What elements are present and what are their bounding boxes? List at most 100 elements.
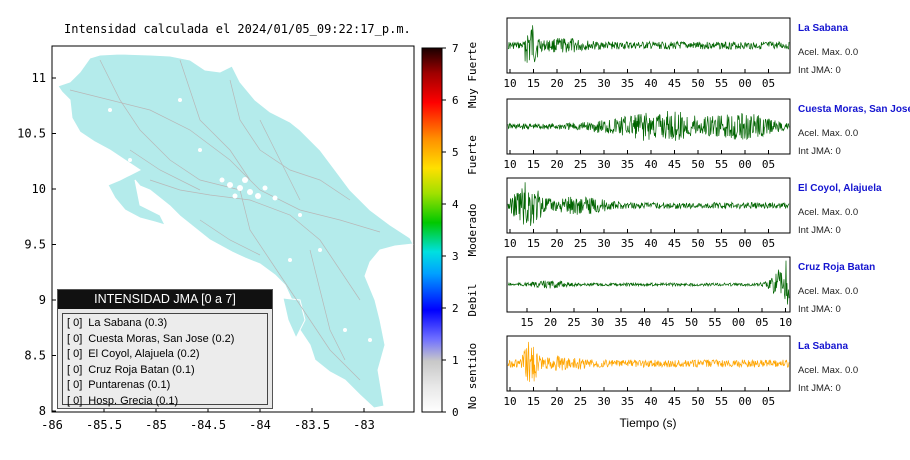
waveform-tick-label: 45	[668, 158, 681, 171]
map-y-tick-label: 9.5	[24, 238, 46, 252]
waveform-trace	[507, 110, 790, 141]
map-y-tick-label: 8.5	[24, 349, 46, 363]
station-jma-intensity: Int JMA: 0	[798, 383, 841, 394]
waveform-tick-label: 50	[691, 395, 704, 408]
waveform-tick-label: 30	[597, 77, 610, 90]
waveform-tick-label: 55	[715, 395, 728, 408]
colorbar-category-label: No sentido	[466, 343, 479, 409]
road-network	[69, 59, 381, 381]
waveform-tick-label: 25	[574, 158, 587, 171]
waveform-tick-label: 50	[685, 316, 698, 329]
station-max-accel: Acel. Max. 0.0	[798, 128, 859, 139]
waveform-tick-label: 45	[668, 395, 681, 408]
colorbar-labels: No sentido Debil Moderado Fuerte Muy Fuerte	[466, 42, 479, 409]
waveform-tick-label: 55	[715, 158, 728, 171]
legend-item-code: [ 0]	[67, 363, 83, 376]
station-name: La Sabana	[798, 23, 849, 34]
legend-item-label: Hosp. Grecia (0.1)	[88, 394, 179, 407]
station-name: Cuesta Moras, San Jose	[798, 104, 910, 115]
map-y-tick-label: 8	[39, 404, 46, 418]
waveform-tick-label: 20	[550, 237, 563, 250]
map-x-tick-label: -84	[249, 418, 271, 432]
waveform-tick-label: 10	[503, 77, 516, 90]
waveform-xlabel: Tiempo (s)	[620, 416, 677, 430]
colorbar-tick-label: 2	[452, 302, 459, 315]
waveform-panel: 10 15 20 25 30 35 40 45 50 55 00 05	[503, 98, 791, 171]
waveform-tick-label: 40	[644, 77, 657, 90]
waveform-tick-label: 45	[661, 316, 674, 329]
waveform-tick-label: 10	[779, 316, 792, 329]
waveform-tick-label: 35	[621, 395, 634, 408]
station-max-accel: Acel. Max. 0.0	[798, 286, 859, 297]
waveform-tick-label: 10	[503, 158, 516, 171]
colorbar-tick-label: 1	[452, 354, 459, 367]
map-x-tick-label: -85	[145, 418, 167, 432]
waveform-trace	[507, 25, 790, 63]
waveform-tick-label: 35	[621, 77, 634, 90]
nicoya-detail	[282, 297, 306, 340]
station-name: Cruz Roja Batan	[798, 262, 876, 273]
colorbar-category-label: Moderado	[466, 204, 479, 257]
waveform-tick-label: 40	[644, 395, 657, 408]
waveform-tick-label: 25	[574, 395, 587, 408]
legend-item-label: El Coyol, Alajuela (0.2)	[88, 348, 200, 360]
map-y-tick-label: 11	[32, 71, 46, 85]
map-x-tick-label: -83.5	[294, 418, 330, 432]
waveform-tick-label: 15	[527, 237, 540, 250]
station-name: El Coyol, Alajuela	[798, 183, 882, 194]
waveform-tick-label: 40	[644, 158, 657, 171]
waveform-tick-label: 30	[597, 158, 610, 171]
legend-list: [ 0] La Sabana (0.3) [ 0] Cuesta Moras, San…	[62, 313, 268, 407]
waveform-trace	[507, 260, 790, 305]
station-jma-intensity: Int JMA: 0	[798, 146, 841, 157]
waveform-tick-label: 00	[738, 77, 751, 90]
legend-item-code: [ 0]	[67, 394, 83, 407]
legend-item-label: Puntarenas (0.1)	[88, 379, 171, 391]
waveform-tick-label: 45	[668, 77, 681, 90]
legend-item-label: Cuesta Moras, San Jose (0.2)	[88, 332, 235, 345]
colorbar-gradient	[421, 47, 443, 413]
waveform-tick-label: 00	[732, 316, 745, 329]
colorbar-tick-label: 0	[452, 406, 459, 419]
waveform-tick-label: 00	[738, 158, 751, 171]
map-y-tick-label: 10.5	[17, 127, 46, 141]
waveform-tick-label: 55	[715, 237, 728, 250]
intensity-legend: INTENSIDAD JMA [0 a 7] [ 0] La Sabana (0.…	[57, 289, 273, 409]
legend-item-code: [ 0]	[67, 348, 83, 360]
station-max-accel: Acel. Max. 0.0	[798, 47, 859, 58]
waveform-tick-label: 05	[762, 158, 775, 171]
legend-item-label: La Sabana (0.3)	[88, 317, 168, 329]
waveform-panel: 15 20 25 30 35 40 45 50 55 00 05 10	[506, 256, 792, 329]
legend-item: [ 0] La Sabana (0.3)	[67, 316, 263, 332]
legend-item: [ 0] El Coyol, Alajuela (0.2)	[67, 347, 263, 363]
legend-item-label: Cruz Roja Batan (0.1)	[88, 363, 195, 376]
waveform-tick-label: 15	[527, 395, 540, 408]
waveform-tick-label: 40	[644, 237, 657, 250]
map-x-tick-label: -84.5	[190, 418, 226, 432]
colorbar-tick-label: 7	[452, 42, 459, 55]
waveform-tick-label: 45	[668, 237, 681, 250]
colorbar-tick-label: 5	[452, 146, 459, 159]
waveform-tick-label: 40	[638, 316, 651, 329]
waveform-tick-label: 05	[755, 316, 768, 329]
waveform-tick-label: 20	[544, 316, 557, 329]
waveform-tick-label: 30	[597, 395, 610, 408]
waveform-tick-label: 35	[621, 237, 634, 250]
waveform-tick-label: 25	[567, 316, 580, 329]
waveform-tick-label: 00	[738, 237, 751, 250]
colorbar-category-label: Debil	[466, 283, 479, 316]
map-y-tick-label: 9	[39, 293, 46, 307]
waveform-tick-label: 15	[527, 77, 540, 90]
chart-title: Intensidad calculada el 2024/01/05_09:22…	[64, 22, 411, 36]
map-x-axis: -86 -85.5 -85 -84.5 -84 -83.5 -83	[41, 408, 375, 432]
waveform-tick-label: 50	[691, 237, 704, 250]
legend-item-code: [ 0]	[67, 317, 83, 329]
colorbar-tick-label: 6	[452, 94, 459, 107]
station-markers	[108, 98, 372, 342]
waveform-tick-label: 20	[550, 158, 563, 171]
waveform-trace	[507, 182, 790, 226]
waveform-panel: 10 15 20 25 30 35 40 45 50 55 00 05	[503, 335, 791, 408]
legend-title: INTENSIDAD JMA [0 a 7]	[58, 290, 272, 309]
waveform-tick-label: 50	[691, 77, 704, 90]
